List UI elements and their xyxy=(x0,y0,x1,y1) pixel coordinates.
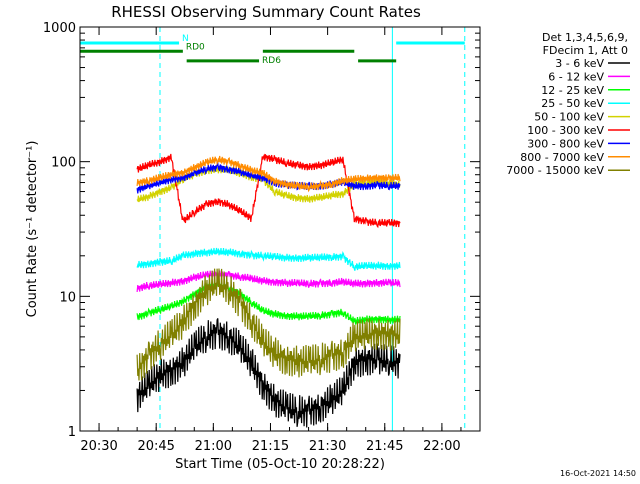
y-tick-label-1: 10 xyxy=(59,290,76,305)
legend-header-line-1: Det 1,3,4,5,6,9, xyxy=(542,31,628,44)
y-tick-label-2: 100 xyxy=(51,156,76,171)
chart-title: RHESSI Observing Summary Count Rates xyxy=(111,3,421,21)
legend-label-5: 100 - 300 keV xyxy=(527,124,604,137)
series-line-7 xyxy=(136,155,401,193)
plot-frame xyxy=(79,26,481,432)
x-tick-label-2: 21:00 xyxy=(195,439,232,454)
y-tick-label-0: 1 xyxy=(68,425,76,440)
legend-label-8: 7000 - 15000 keV xyxy=(506,164,604,177)
x-tick-label-1: 20:45 xyxy=(137,439,174,454)
y-axis-title: Count Rate (s⁻¹ detector⁻¹) xyxy=(25,141,40,318)
legend-label-3: 25 - 50 keV xyxy=(541,97,604,110)
legend-label-6: 300 - 800 keV xyxy=(527,137,604,150)
x-axis: 20:30 20:45 21:00 21:15 21:30 21:45 22:00 xyxy=(79,27,481,454)
legend-label-7: 800 - 7000 keV xyxy=(520,151,604,164)
series-lines xyxy=(136,153,401,428)
series-line-1 xyxy=(136,270,401,292)
timestamp: 16-Oct-2021 14:50 xyxy=(560,469,636,478)
x-tick-label-4: 21:30 xyxy=(309,439,346,454)
flag-label-rd0: RD0 xyxy=(186,42,205,52)
flag-label-rd6: RD6 xyxy=(262,56,281,66)
x-tick-label-3: 21:15 xyxy=(252,439,289,454)
legend-header-line-2: FDecim 1, Att 0 xyxy=(543,44,628,57)
y-axis: 1 10 100 1000 xyxy=(43,21,480,440)
flag-label-n: N xyxy=(182,34,189,44)
series-line-5 xyxy=(136,153,401,229)
x-tick-label-0: 20:30 xyxy=(80,439,117,454)
legend-label-2: 12 - 25 keV xyxy=(541,84,604,97)
x-tick-label-6: 22:00 xyxy=(423,439,460,454)
legend: Det 1,3,4,5,6,9, FDecim 1, Att 0 3 - 6 k… xyxy=(506,31,630,177)
series-line-3 xyxy=(136,247,401,271)
x-axis-title: Start Time (05-Oct-10 20:28:22) xyxy=(175,457,385,472)
series-line-8 xyxy=(136,268,401,381)
legend-label-4: 50 - 100 keV xyxy=(534,111,604,124)
y-tick-label-3: 1000 xyxy=(43,21,76,36)
series-line-2 xyxy=(136,281,401,325)
legend-label-0: 3 - 6 keV xyxy=(555,57,604,70)
legend-label-1: 6 - 12 keV xyxy=(548,70,604,83)
x-tick-label-5: 21:45 xyxy=(366,439,403,454)
